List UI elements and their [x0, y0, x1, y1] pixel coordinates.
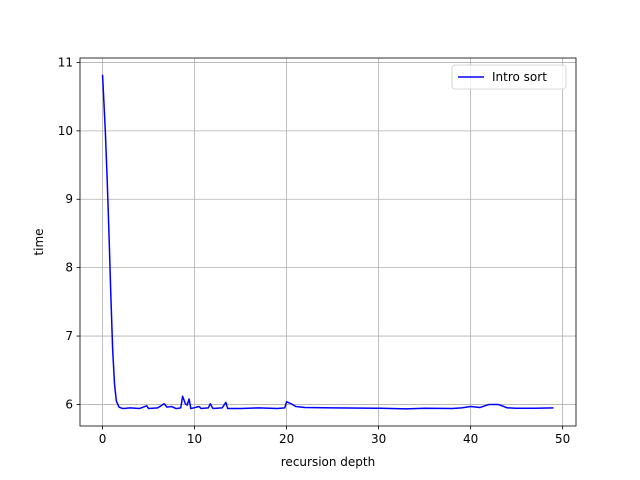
y-tick-label: 8 — [65, 261, 73, 275]
y-tick-label: 7 — [65, 329, 73, 343]
data-line — [101, 74, 554, 410]
legend-box — [451, 64, 567, 90]
x-tick-label: 20 — [279, 432, 294, 446]
x-tick-label: 0 — [99, 432, 107, 446]
y-axis-label: time — [32, 228, 46, 255]
x-tick-label: 40 — [463, 432, 478, 446]
plot-frame — [79, 57, 577, 427]
legend-label: Intro sort — [492, 70, 547, 84]
x-tick-label: 30 — [371, 432, 386, 446]
y-tick-label: 6 — [65, 397, 73, 411]
y-tick-label: 10 — [58, 124, 73, 138]
x-tick-label: 10 — [187, 432, 202, 446]
x-axis-label: recursion depth — [281, 455, 375, 469]
x-tick-label: 50 — [555, 432, 570, 446]
y-tick-label: 11 — [58, 55, 73, 69]
y-tick-label: 9 — [65, 192, 73, 206]
